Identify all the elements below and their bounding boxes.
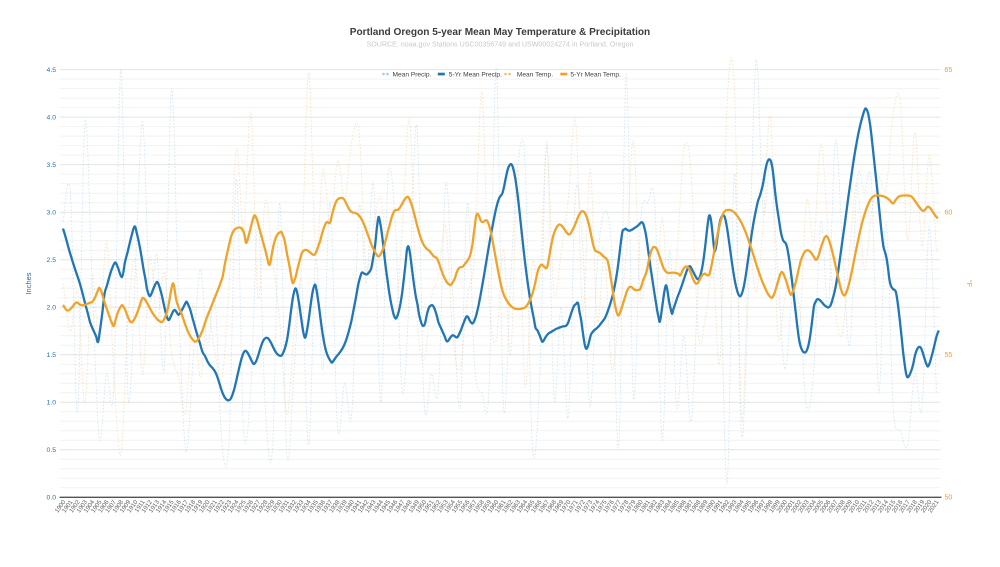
svg-text:5-Yr Mean Temp.: 5-Yr Mean Temp. — [570, 72, 621, 79]
svg-text:1.0: 1.0 — [47, 400, 57, 407]
svg-text:55: 55 — [945, 352, 953, 359]
svg-text:1.5: 1.5 — [47, 352, 57, 359]
svg-text:50: 50 — [945, 495, 953, 502]
svg-text:Mean Temp.: Mean Temp. — [517, 72, 553, 79]
svg-text:Inches: Inches — [24, 272, 33, 294]
svg-text:4.0: 4.0 — [47, 114, 57, 121]
svg-text:2.0: 2.0 — [47, 305, 57, 312]
svg-text:SOURCE: noaa.gov Stations USC0: SOURCE: noaa.gov Stations USC00356749 an… — [367, 41, 634, 49]
svg-text:0.5: 0.5 — [47, 447, 57, 454]
svg-text:0.0: 0.0 — [47, 495, 57, 502]
svg-text:2.5: 2.5 — [47, 257, 57, 264]
svg-text:65: 65 — [945, 67, 953, 74]
svg-text:3.0: 3.0 — [47, 210, 57, 217]
svg-text:60: 60 — [945, 210, 953, 217]
svg-text:Mean Precip.: Mean Precip. — [393, 72, 432, 79]
svg-text:4.5: 4.5 — [47, 67, 57, 74]
svg-text:Portland Oregon 5-year Mean Ma: Portland Oregon 5-year Mean May Temperat… — [350, 27, 650, 38]
svg-text:5-Yr Mean Precip.: 5-Yr Mean Precip. — [449, 72, 502, 79]
svg-text:°F: °F — [965, 280, 974, 288]
svg-text:3.5: 3.5 — [47, 162, 57, 169]
